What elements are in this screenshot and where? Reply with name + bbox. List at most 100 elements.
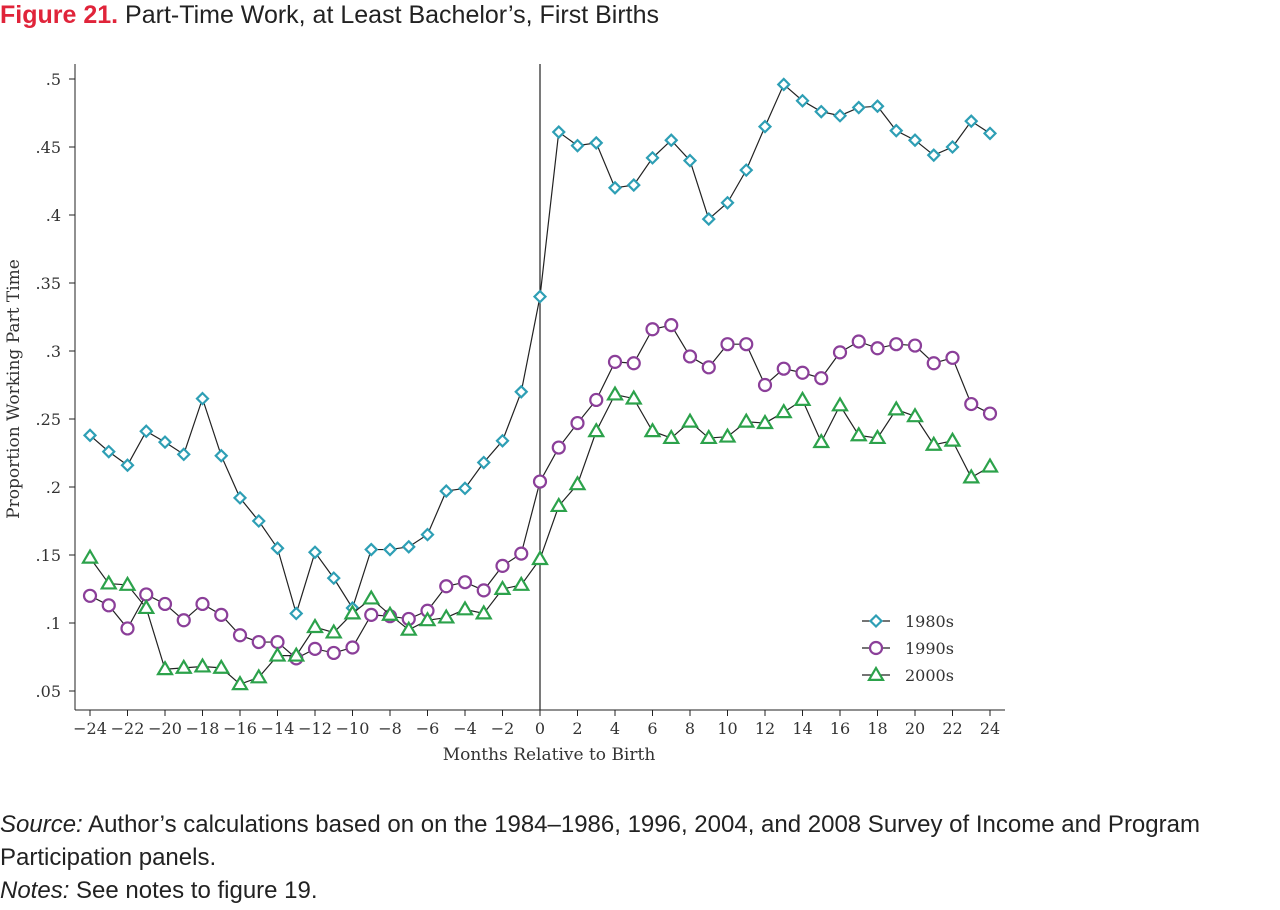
data-point-1980s	[607, 180, 623, 195]
data-point-2000s	[99, 574, 118, 590]
data-point-1980s	[307, 545, 323, 560]
legend-marker	[867, 665, 885, 682]
data-point-1990s	[195, 596, 210, 612]
data-point-1990s	[720, 337, 735, 352]
x-tick-label: 20	[905, 719, 925, 738]
x-tick-label: −10	[336, 719, 370, 738]
plot-area: .05.1.15.2.25.3.35.4.45.5−24 −22 −20 −18 −16…	[36, 64, 1005, 738]
x-tick-label: 4	[610, 719, 620, 738]
data-point-1980s	[926, 148, 941, 163]
source-label: Source:	[0, 811, 83, 838]
legend-label: 2000s	[905, 666, 954, 685]
x-tick-label: 24	[980, 719, 1000, 738]
data-point-2000s	[118, 575, 137, 591]
data-point-2000s	[156, 660, 174, 676]
data-point-1980s	[814, 104, 829, 119]
data-point-1990s	[701, 360, 716, 375]
data-point-1980s	[101, 444, 116, 459]
data-point-2000s	[306, 617, 324, 634]
data-point-1990s	[139, 587, 154, 602]
data-point-2000s	[231, 675, 249, 691]
x-tick-label: 22	[942, 719, 962, 738]
data-point-2000s	[812, 432, 831, 449]
data-point-2000s	[924, 435, 943, 451]
data-point-2000s	[849, 426, 868, 442]
data-point-2000s	[868, 428, 887, 445]
data-point-1990s	[439, 579, 454, 594]
data-point-1980s	[195, 391, 210, 406]
data-point-2000s	[962, 468, 981, 484]
data-point-1990s	[495, 558, 510, 573]
data-point-1990s	[457, 575, 473, 590]
data-point-1980s	[514, 384, 529, 399]
y-tick-label: .1	[46, 614, 61, 633]
data-point-2000s	[362, 589, 381, 605]
data-point-2000s	[718, 427, 737, 443]
x-tick-label: −8	[378, 719, 402, 738]
data-point-1980s	[982, 126, 998, 141]
data-point-1990s	[926, 356, 941, 371]
data-point-1980s	[589, 135, 604, 150]
y-tick-label: .25	[36, 410, 61, 429]
data-point-1990s	[82, 588, 98, 603]
data-point-2000s	[456, 600, 474, 616]
data-point-1990s	[476, 583, 491, 598]
data-point-2000s	[418, 611, 437, 627]
data-point-1990s	[945, 350, 960, 365]
data-point-1990s	[982, 406, 998, 421]
legend: 1980s 1990s 2000s	[862, 612, 954, 685]
data-point-1990s	[907, 338, 923, 353]
data-point-2000s	[624, 389, 643, 405]
x-tick-label: 10	[717, 719, 737, 738]
data-point-1990s	[101, 598, 116, 613]
data-point-1990s	[514, 546, 529, 561]
data-point-1990s	[251, 634, 266, 650]
data-point-1990s	[964, 396, 979, 412]
notes-note: Notes: See notes to figure 19.	[0, 874, 1280, 907]
data-point-2000s	[287, 646, 306, 662]
data-point-1980s	[476, 455, 491, 470]
y-tick-label: .4	[46, 206, 61, 225]
source-text: Author’s calculations based on on the 19…	[0, 811, 1200, 871]
legend-label: 1980s	[905, 612, 954, 631]
data-point-1990s	[682, 349, 698, 364]
data-point-2000s	[793, 390, 812, 406]
x-tick-label: −22	[111, 719, 145, 738]
data-point-1980s	[82, 428, 98, 443]
data-point-1980s	[457, 481, 473, 496]
data-point-1980s	[382, 542, 398, 557]
data-point-1990s	[832, 345, 848, 360]
data-point-1980s	[945, 139, 960, 155]
y-tick-label: .35	[36, 274, 61, 293]
y-tick-label: .15	[36, 546, 61, 565]
figure-number: Figure 21.	[0, 1, 119, 29]
data-point-2000s	[943, 431, 962, 447]
data-point-1990s	[664, 318, 679, 333]
y-tick-label: .3	[46, 342, 61, 361]
series-1980s	[82, 77, 998, 621]
data-point-2000s	[774, 403, 793, 419]
figure-title-text: Part-Time Work, at Least Bachelor’s, Fir…	[125, 1, 659, 29]
data-point-1990s	[889, 337, 904, 352]
legend-marker	[868, 613, 884, 629]
data-point-1980s	[420, 527, 435, 542]
data-point-2000s	[437, 608, 456, 624]
data-point-2000s	[137, 598, 156, 615]
data-point-1980s	[889, 123, 904, 138]
data-point-2000s	[681, 412, 699, 428]
data-point-1980s	[289, 606, 304, 621]
data-point-1990s	[814, 371, 829, 386]
y-tick-label: .2	[46, 478, 61, 497]
data-point-2000s	[212, 658, 231, 674]
data-point-1990s	[364, 607, 379, 622]
data-point-1980s	[907, 133, 923, 148]
data-point-2000s	[268, 646, 287, 662]
data-point-1980s	[439, 484, 454, 499]
data-point-1980s	[701, 212, 716, 227]
data-point-1990s	[870, 341, 885, 356]
data-point-1990s	[589, 392, 604, 408]
data-point-2000s	[493, 579, 512, 596]
x-tick-label: 16	[830, 719, 850, 738]
x-axis-label: Months Relative to Birth	[443, 745, 656, 765]
data-point-1980s	[139, 424, 154, 439]
